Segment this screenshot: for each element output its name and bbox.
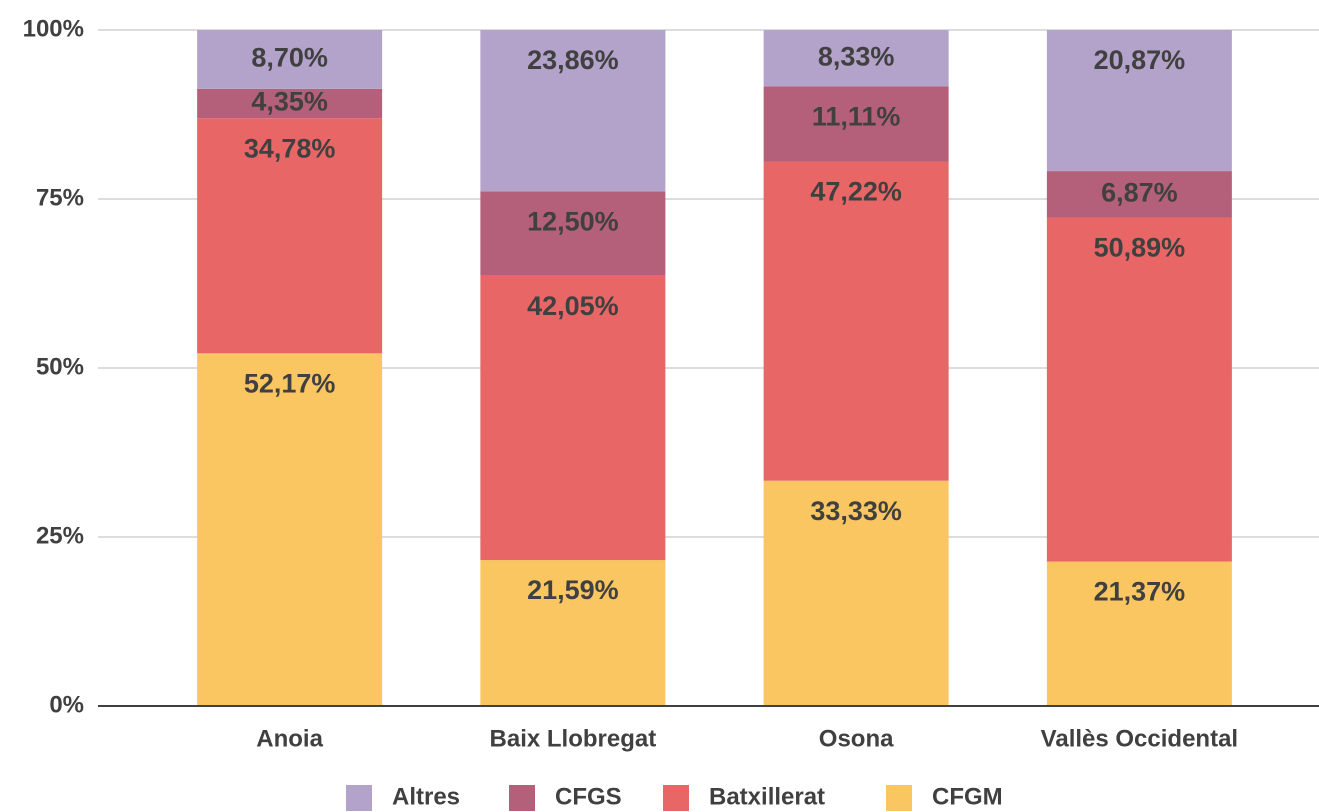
y-tick-label: 75% xyxy=(36,184,84,211)
data-label: 33,33% xyxy=(810,496,902,526)
data-label: 11,11% xyxy=(812,102,901,132)
data-label: 50,89% xyxy=(1094,233,1186,263)
bar-segment xyxy=(1046,171,1232,218)
data-label: 34,78% xyxy=(244,133,336,163)
data-label: 23,86% xyxy=(527,45,619,75)
bar-segment xyxy=(763,161,949,481)
legend-swatch xyxy=(346,785,372,811)
x-tick-label: Anoia xyxy=(256,725,323,752)
data-label: 47,22% xyxy=(810,177,902,207)
y-tick-label: 50% xyxy=(36,353,84,380)
legend-swatch xyxy=(886,785,912,811)
bar-segment xyxy=(197,88,383,119)
bar-segment xyxy=(1046,217,1232,562)
data-label: 20,87% xyxy=(1094,45,1186,75)
bar-segment xyxy=(763,86,949,162)
legend-label: CFGS xyxy=(555,783,622,810)
bar-segment xyxy=(480,30,666,192)
data-label: 52,17% xyxy=(244,368,336,398)
legend-label: Altres xyxy=(392,783,460,810)
bar-segment xyxy=(763,30,949,87)
legend-swatch xyxy=(509,785,535,811)
bar-segment xyxy=(197,353,383,706)
bar-segment xyxy=(197,118,383,354)
legend-label: Batxillerat xyxy=(709,783,825,810)
bar-segment xyxy=(480,275,666,561)
data-label: 4,35% xyxy=(251,87,328,117)
x-tick-label: Vallès Occidental xyxy=(1041,725,1238,752)
legend-swatch xyxy=(663,785,689,811)
data-label: 6,87% xyxy=(1101,177,1178,207)
y-tick-label: 25% xyxy=(36,522,84,549)
data-label: 21,37% xyxy=(1094,577,1186,607)
data-label: 12,50% xyxy=(527,206,619,236)
bar-segment xyxy=(763,480,949,706)
data-label: 21,59% xyxy=(527,575,619,605)
y-tick-label: 100% xyxy=(23,15,84,42)
y-tick-label: 0% xyxy=(49,691,84,718)
bar-segment xyxy=(480,560,666,706)
data-label: 8,33% xyxy=(818,41,895,71)
bar-segment xyxy=(480,191,666,276)
bar-segment xyxy=(1046,30,1232,172)
x-tick-label: Osona xyxy=(819,725,894,752)
bar-segment xyxy=(1046,561,1232,706)
bar-segment xyxy=(197,30,383,89)
legend-label: CFGM xyxy=(932,783,1003,810)
data-label: 42,05% xyxy=(527,291,619,321)
data-label: 8,70% xyxy=(251,43,328,73)
x-tick-label: Baix Llobregat xyxy=(490,725,657,752)
